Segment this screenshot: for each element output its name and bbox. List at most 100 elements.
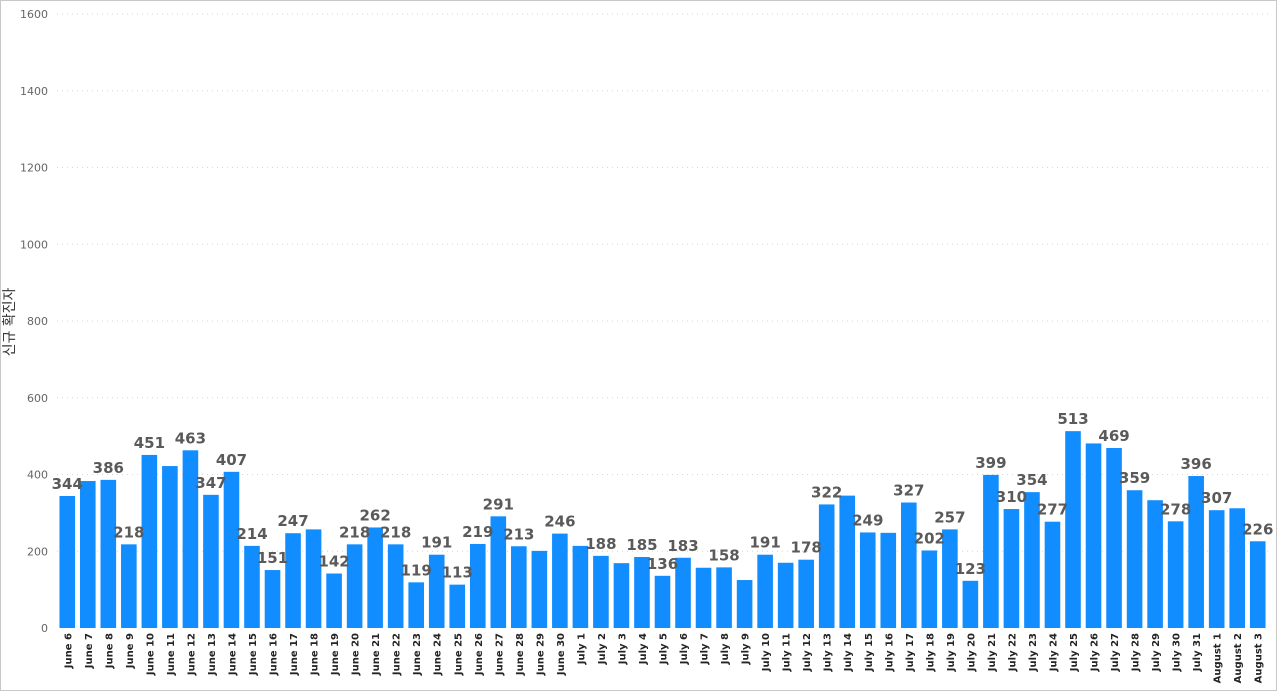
bar bbox=[182, 450, 199, 628]
bar bbox=[387, 544, 404, 628]
bar bbox=[962, 580, 979, 628]
x-tick-label: June 17 bbox=[289, 633, 300, 676]
bar bbox=[285, 533, 301, 628]
data-label: 262 bbox=[359, 506, 390, 524]
bar bbox=[100, 479, 117, 628]
bar bbox=[593, 555, 609, 628]
bar bbox=[1126, 490, 1143, 628]
bar bbox=[572, 545, 589, 628]
bar bbox=[983, 474, 999, 628]
x-tick-label: July 29 bbox=[1151, 633, 1162, 672]
bar bbox=[859, 532, 876, 628]
x-tick-label: June 8 bbox=[104, 633, 115, 669]
x-tick-label: July 9 bbox=[741, 633, 752, 665]
data-label: 185 bbox=[626, 536, 657, 554]
data-label: 218 bbox=[380, 523, 411, 541]
bar bbox=[490, 516, 507, 628]
data-label: 386 bbox=[93, 459, 124, 477]
x-tick-label: July 26 bbox=[1090, 633, 1101, 672]
data-label: 291 bbox=[483, 495, 514, 513]
data-label: 278 bbox=[1160, 500, 1191, 518]
x-tick-label: July 23 bbox=[1028, 633, 1039, 672]
data-label: 399 bbox=[975, 454, 1006, 472]
x-tick-label: June 27 bbox=[494, 633, 505, 676]
bar bbox=[244, 545, 260, 628]
bar bbox=[162, 466, 178, 628]
bar bbox=[716, 567, 732, 628]
data-label: 136 bbox=[647, 555, 678, 573]
y-axis-title: 신규 확진자 bbox=[2, 287, 18, 356]
x-tick-label: July 20 bbox=[966, 633, 977, 672]
x-tick-label: June 15 bbox=[248, 633, 259, 676]
bar bbox=[839, 495, 856, 628]
x-tick-label: July 10 bbox=[761, 633, 772, 672]
x-tick-label: July 22 bbox=[1007, 633, 1018, 672]
data-label: 344 bbox=[52, 475, 83, 493]
x-tick-label: July 3 bbox=[617, 633, 628, 665]
bar bbox=[511, 546, 527, 628]
data-label: 142 bbox=[318, 553, 349, 571]
data-label: 218 bbox=[113, 523, 144, 541]
y-tick-label: 200 bbox=[27, 545, 48, 558]
bar bbox=[1106, 448, 1122, 628]
bar bbox=[1065, 431, 1081, 628]
bar bbox=[901, 502, 917, 628]
x-tick-label: July 7 bbox=[700, 633, 711, 665]
x-tick-label: July 15 bbox=[864, 633, 875, 672]
x-tick-label: June 20 bbox=[351, 633, 362, 676]
x-tick-label: July 14 bbox=[843, 633, 854, 672]
x-tick-label: June 7 bbox=[84, 633, 95, 669]
data-label: 322 bbox=[811, 483, 842, 501]
data-label: 191 bbox=[749, 534, 780, 552]
x-tick-label: July 19 bbox=[946, 633, 957, 672]
bar bbox=[1044, 521, 1061, 628]
data-label: 219 bbox=[462, 523, 493, 541]
data-label: 407 bbox=[216, 451, 247, 469]
x-tick-label: August 1 bbox=[1213, 633, 1224, 683]
y-tick-label: 800 bbox=[27, 315, 48, 328]
data-label: 183 bbox=[667, 537, 698, 555]
x-tick-label: July 12 bbox=[802, 633, 813, 672]
bar bbox=[1167, 521, 1184, 628]
bar bbox=[777, 562, 794, 628]
x-tick-label: June 18 bbox=[310, 633, 321, 676]
bar bbox=[654, 575, 671, 628]
y-tick-label: 1000 bbox=[20, 238, 48, 251]
y-tick-label: 400 bbox=[27, 469, 48, 482]
data-label: 359 bbox=[1119, 469, 1150, 487]
x-tick-label: August 3 bbox=[1254, 633, 1265, 683]
y-tick-label: 600 bbox=[27, 392, 48, 405]
x-tick-label: July 28 bbox=[1131, 633, 1142, 672]
x-tick-label: June 12 bbox=[186, 633, 197, 676]
bar bbox=[695, 567, 712, 628]
x-tick-label: July 17 bbox=[905, 633, 916, 672]
x-tick-label: July 13 bbox=[823, 633, 834, 672]
bar bbox=[1147, 500, 1163, 628]
data-label: 249 bbox=[852, 511, 883, 529]
data-label: 463 bbox=[175, 429, 206, 447]
data-label: 178 bbox=[791, 539, 822, 557]
x-tick-label: July 31 bbox=[1192, 633, 1203, 672]
data-label: 214 bbox=[236, 525, 267, 543]
x-tick-label: July 25 bbox=[1069, 633, 1080, 672]
data-label: 213 bbox=[503, 525, 534, 543]
x-tick-label: July 18 bbox=[925, 633, 936, 672]
data-label: 451 bbox=[134, 434, 165, 452]
bars bbox=[59, 431, 1266, 628]
data-label: 307 bbox=[1201, 489, 1232, 507]
data-label: 354 bbox=[1016, 471, 1047, 489]
bar bbox=[1229, 508, 1246, 628]
x-tick-label: July 6 bbox=[679, 633, 690, 665]
x-tick-label: July 16 bbox=[884, 633, 895, 672]
data-label: 188 bbox=[585, 535, 616, 553]
bar bbox=[1249, 541, 1266, 628]
data-label: 191 bbox=[421, 534, 452, 552]
data-label: 158 bbox=[708, 546, 739, 564]
data-label: 151 bbox=[257, 549, 288, 567]
bar bbox=[818, 504, 835, 628]
bar bbox=[428, 554, 445, 628]
bar bbox=[1208, 510, 1225, 628]
bar bbox=[1188, 476, 1204, 628]
